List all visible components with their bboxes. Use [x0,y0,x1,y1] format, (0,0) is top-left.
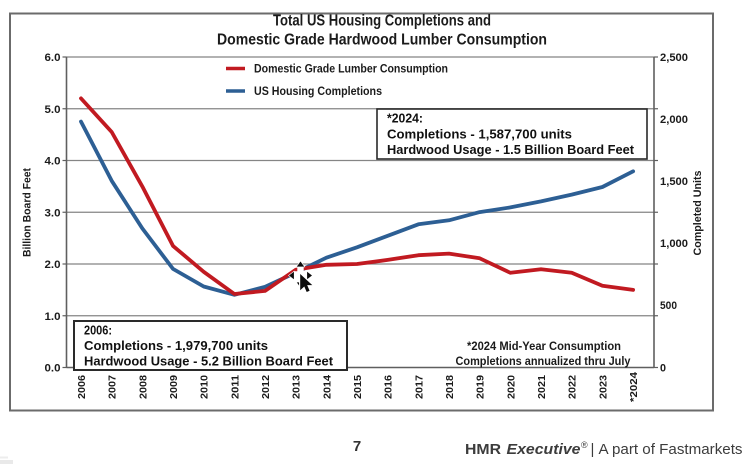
svg-text:0: 0 [660,363,666,375]
svg-text:2022: 2022 [567,375,579,399]
svg-text:2007: 2007 [107,375,119,399]
svg-text:2023: 2023 [597,375,609,399]
svg-text:2019: 2019 [475,375,487,399]
svg-text:2013: 2013 [291,375,303,399]
svg-text:Executive: Executive [507,441,581,458]
svg-text:Completions - 1,979,700 units: Completions - 1,979,700 units [84,338,268,353]
svg-text:Total US Housing Completions a: Total US Housing Completions and [273,13,491,30]
svg-text:A part of Fastmarkets: A part of Fastmarkets [599,441,743,458]
svg-text:4.0: 4.0 [45,156,61,168]
svg-text:2016: 2016 [383,375,395,399]
svg-text:2.0: 2.0 [45,259,61,271]
svg-text:Billion Board Feet: Billion Board Feet [22,168,34,257]
svg-text:2020: 2020 [505,375,517,399]
svg-text:1,000: 1,000 [660,238,688,250]
svg-text:7: 7 [353,438,361,455]
svg-text:US Housing Completions: US Housing Completions [254,86,382,98]
svg-text:0.0: 0.0 [45,363,61,375]
svg-text:Hardwood Usage - 5.2 Billion B: Hardwood Usage - 5.2 Billion Board Feet [84,354,334,369]
svg-text:Completions - 1,587,700 units: Completions - 1,587,700 units [387,127,572,142]
svg-text:2012: 2012 [260,375,272,399]
svg-text:500: 500 [660,300,677,312]
svg-text:Completions annualized thru Ju: Completions annualized thru July [456,356,632,368]
svg-text:2006: 2006 [76,375,88,399]
svg-text:*2024:: *2024: [387,111,423,126]
svg-text:Domestic Grade Hardwood Lumber: Domestic Grade Hardwood Lumber Consumpti… [217,32,547,49]
svg-text:3.0: 3.0 [45,207,61,219]
svg-text:1,500: 1,500 [660,176,688,188]
svg-text:6.0: 6.0 [45,52,61,64]
svg-text:*2024: *2024 [628,372,640,402]
svg-text:®: ® [581,440,588,450]
svg-text:2008: 2008 [137,375,149,399]
svg-text:|: | [591,441,595,458]
svg-text:HMR: HMR [465,441,501,458]
svg-text:2021: 2021 [536,375,548,399]
svg-text:2006:: 2006: [84,323,112,338]
svg-text:5.0: 5.0 [45,104,61,116]
svg-text:2,500: 2,500 [660,52,688,64]
svg-text:Domestic Grade Lumber Consumpt: Domestic Grade Lumber Consumption [254,64,448,76]
svg-text:Completed Units: Completed Units [692,171,704,256]
svg-text:2009: 2009 [168,375,180,399]
svg-text:2011: 2011 [229,375,241,399]
svg-text:2015: 2015 [352,375,364,399]
svg-text:2018: 2018 [444,375,456,399]
svg-text:*2024 Mid-Year Consumption: *2024 Mid-Year Consumption [467,341,621,353]
svg-text:2017: 2017 [413,375,425,399]
svg-text:2014: 2014 [321,375,333,399]
svg-text:2010: 2010 [199,375,211,399]
svg-text:2,000: 2,000 [660,114,688,126]
svg-text:1.0: 1.0 [45,311,61,323]
svg-text:Hardwood Usage - 1.5 Billion B: Hardwood Usage - 1.5 Billion Board Feet [387,142,635,157]
